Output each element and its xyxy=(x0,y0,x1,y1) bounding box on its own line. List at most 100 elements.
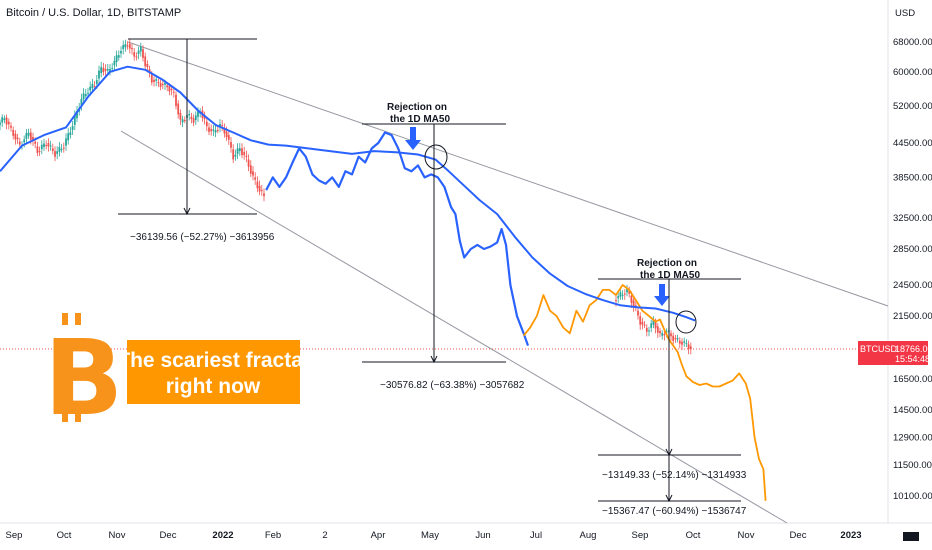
bitcoin-logo-icon: B xyxy=(44,313,123,439)
candle-body xyxy=(683,341,686,343)
currency-label: USD xyxy=(895,8,915,19)
candle-body xyxy=(639,316,642,325)
candle-body xyxy=(102,67,105,72)
candle-body xyxy=(87,92,89,94)
y-tick-label: 14500.00 xyxy=(893,405,932,416)
candle-body xyxy=(161,84,164,86)
candle-body xyxy=(681,341,683,345)
candle-body xyxy=(687,344,690,350)
candle-body xyxy=(29,132,32,140)
candle-body xyxy=(14,133,17,140)
candle-body xyxy=(179,112,182,120)
candle-body xyxy=(216,129,219,131)
candle-body xyxy=(47,142,50,147)
candle-body xyxy=(659,330,661,334)
measure4-label: −15367.47 (−60.94%) −1536747 xyxy=(602,506,747,517)
candle-body xyxy=(122,45,125,50)
x-tick-label: Nov xyxy=(109,530,126,541)
last-price-badge xyxy=(858,341,928,365)
x-tick-label: Nov xyxy=(738,530,755,541)
x-tick-label: Apr xyxy=(371,530,386,541)
y-tick-label: 60000.00 xyxy=(893,67,932,78)
series-group xyxy=(0,39,767,501)
y-tick-label: 21500.00 xyxy=(893,311,932,322)
candle-body xyxy=(619,292,622,297)
y-tick-label: 28500.00 xyxy=(893,244,932,255)
candle-body xyxy=(656,326,659,333)
candle-body xyxy=(172,91,175,93)
channel-upper-line xyxy=(127,41,889,307)
candle-body xyxy=(665,331,668,333)
x-tick-label: Jun xyxy=(475,530,490,541)
candle-body xyxy=(212,129,215,131)
candle-body xyxy=(3,118,6,121)
last-price-label: 18766.00 xyxy=(895,344,932,354)
series-price-2021 xyxy=(0,39,265,202)
y-tick-label: 38500.00 xyxy=(893,172,932,183)
svg-text:B: B xyxy=(44,317,123,439)
candle-body xyxy=(34,141,37,144)
candle-body xyxy=(626,289,628,293)
candle-body xyxy=(137,50,140,54)
y-tick-label: 11500.00 xyxy=(893,460,932,471)
candle-body xyxy=(181,119,184,123)
y-axis-ticks: 68000.00 60000.00 52000.00 44500.00 38500.00… xyxy=(893,37,932,502)
candle-body xyxy=(623,293,626,295)
rejection2-arrow-icon xyxy=(654,284,670,306)
candle-body xyxy=(51,148,54,151)
candle-body xyxy=(38,151,41,153)
candle-body xyxy=(663,334,666,336)
candle-body xyxy=(243,152,246,156)
candle-body xyxy=(194,115,197,121)
candle-body xyxy=(166,85,169,88)
x-tick-label: Sep xyxy=(632,530,649,541)
candle-body xyxy=(227,135,230,140)
measure3-arrow xyxy=(665,448,673,457)
candle-body xyxy=(258,185,261,192)
candle-body xyxy=(641,321,644,325)
chart-title: Bitcoin / U.S. Dollar, 1D, BITSTAMP xyxy=(6,7,181,19)
candle-body xyxy=(104,69,107,71)
candle-body xyxy=(197,111,199,117)
candle-body xyxy=(643,324,646,326)
candle-body xyxy=(89,86,92,91)
candle-body xyxy=(45,144,48,146)
candle-body xyxy=(100,66,103,74)
x-axis-ticks: Sep Oct Nov Dec 2022 Feb 2 Apr May Jun Jul Aug Sep Oc… xyxy=(6,530,862,541)
candle-body xyxy=(56,151,59,154)
x-tick-label: May xyxy=(421,530,439,541)
measure3-label: −13149.33 (−52.14%) −1314933 xyxy=(602,470,747,481)
candle-body xyxy=(232,149,235,160)
candle-body xyxy=(652,319,655,325)
rejection1-arrow-icon xyxy=(405,127,421,150)
candle-body xyxy=(183,120,186,122)
tradingview-logo-icon xyxy=(903,532,919,541)
candle-body xyxy=(95,80,98,85)
candle-body xyxy=(188,113,191,116)
candle-body xyxy=(144,56,147,67)
candle-body xyxy=(157,81,160,83)
candle-body xyxy=(27,132,30,136)
candle-body xyxy=(60,148,63,150)
series-ma50 xyxy=(0,65,696,322)
candle-body xyxy=(223,128,226,134)
candle-body xyxy=(0,122,1,125)
symbol-label: BTCUSD xyxy=(860,344,898,354)
candle-body xyxy=(124,44,127,48)
candle-body xyxy=(142,49,144,58)
rejection2-line2: the 1D MA50 xyxy=(640,270,700,281)
candle-body xyxy=(153,79,155,82)
candle-body xyxy=(40,144,43,150)
candle-body xyxy=(91,83,94,89)
y-tick-label: 68000.00 xyxy=(893,37,932,48)
candle-body xyxy=(98,70,100,79)
candle-body xyxy=(617,296,620,299)
candle-body xyxy=(93,86,96,88)
candle-body xyxy=(234,154,237,157)
rejection2-circle xyxy=(675,310,697,334)
candle-body xyxy=(621,294,624,296)
candle-body xyxy=(25,132,28,139)
candle-body xyxy=(192,118,195,123)
